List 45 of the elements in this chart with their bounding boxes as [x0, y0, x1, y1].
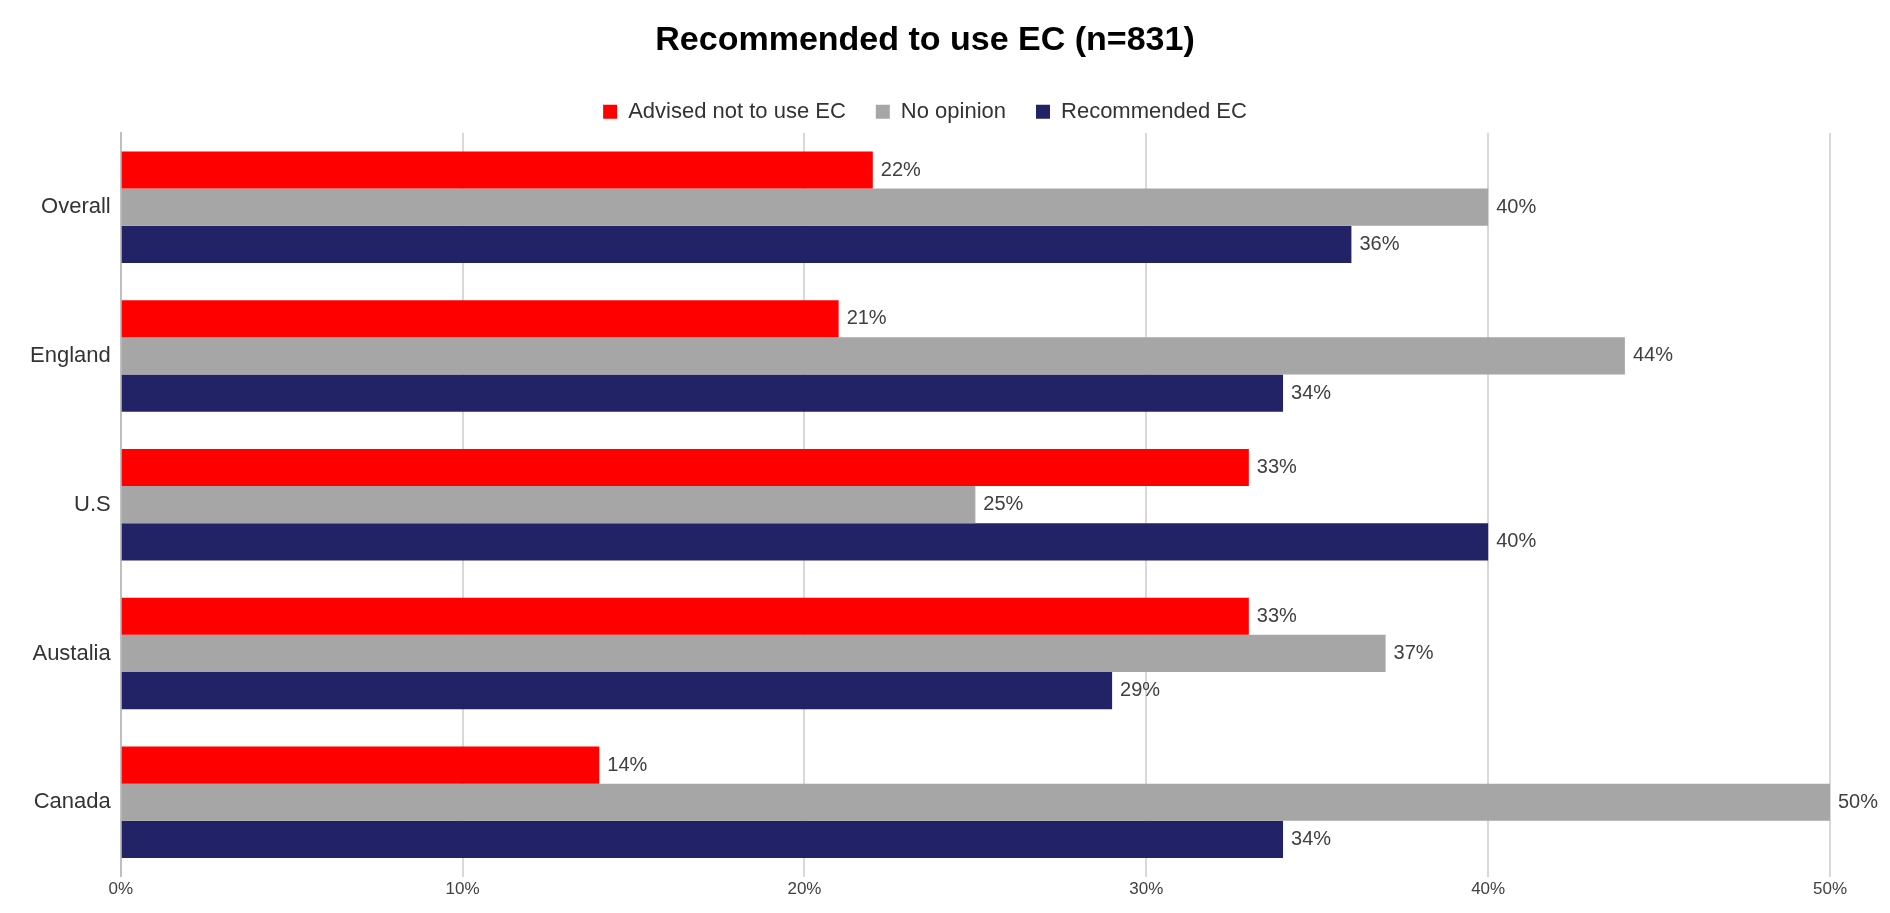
bar	[121, 486, 976, 524]
bar	[121, 448, 1249, 487]
data-label: 22%	[880, 157, 922, 180]
x-tick-label: 40%	[1471, 879, 1506, 899]
x-tick-label: 50%	[1812, 879, 1848, 899]
bar	[121, 783, 1830, 821]
data-label: 33%	[1256, 603, 1298, 626]
data-label: 36%	[1359, 231, 1400, 254]
x-tick-label: 30%	[1129, 879, 1164, 899]
data-label: 21%	[846, 306, 887, 329]
bar	[121, 746, 600, 784]
data-label: 25%	[983, 492, 1024, 515]
x-tick-label: 20%	[787, 879, 822, 899]
chart-title: Recommended to use EC (n=831)	[655, 18, 1195, 57]
bar	[121, 672, 1113, 710]
legend-label: No opinion	[900, 97, 1006, 123]
data-label: 14%	[607, 752, 648, 775]
bar	[121, 337, 1625, 375]
bar	[121, 634, 1386, 673]
y-tick-label: Austalia	[32, 639, 112, 665]
bar	[121, 820, 1284, 859]
legend-label: Recommended EC	[1061, 97, 1247, 123]
legend-label: Advised not to use EC	[628, 97, 846, 123]
bar	[121, 300, 839, 338]
bar	[121, 523, 1489, 561]
x-tick-label: 0%	[108, 879, 134, 899]
bar	[121, 225, 1352, 263]
data-label: 34%	[1291, 380, 1332, 403]
data-label: 29%	[1120, 678, 1161, 701]
y-tick-label: Canada	[33, 788, 112, 814]
y-tick-label: U.S	[74, 490, 111, 516]
bar	[121, 374, 1284, 412]
data-label: 33%	[1256, 455, 1298, 478]
data-label: 40%	[1496, 529, 1537, 552]
y-tick-label: England	[29, 342, 111, 367]
bar	[121, 188, 1489, 226]
bar	[121, 597, 1249, 635]
data-label: 37%	[1393, 640, 1434, 663]
data-label: 44%	[1632, 343, 1674, 366]
bar	[121, 151, 873, 189]
data-label: 34%	[1291, 826, 1332, 849]
x-tick-label: 10%	[445, 879, 480, 899]
y-tick-label: Overall	[41, 193, 111, 219]
data-label: 50%	[1838, 789, 1879, 812]
data-label: 40%	[1496, 194, 1537, 217]
